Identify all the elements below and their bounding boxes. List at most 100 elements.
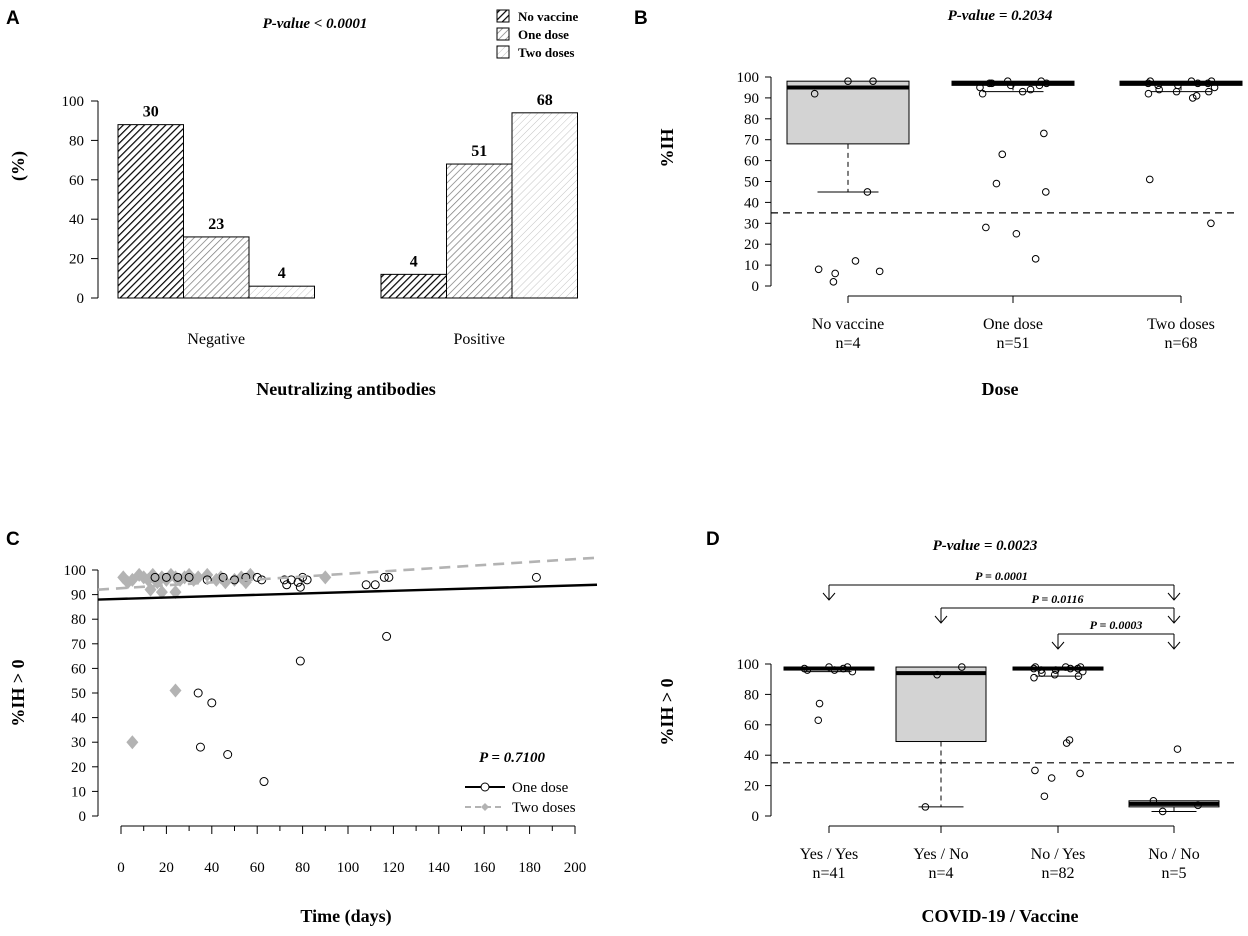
panel-a-category-labels: Negative Positive [187,331,505,348]
d-data-point [1029,664,1038,673]
d-data-point [1062,739,1071,747]
d-y-tick-label: 60 [744,718,759,734]
b-y-tick-label: 0 [752,279,760,295]
a-category-label: Negative [187,331,245,348]
b-data-point [1204,87,1213,96]
b-data-point [1188,94,1197,102]
c-two-dose-point [169,585,182,600]
a-y-tick-label: 20 [69,252,84,268]
d-bracket-arrow [822,592,836,601]
panel-c-pvalue: P = 0.7100 [479,750,545,766]
d-data-point [958,663,966,671]
c-one-dose-point [150,572,160,582]
c-y-tick-label: 50 [71,686,86,702]
panel-a-y-axis: 0 20 40 60 80 100 [62,94,99,307]
b-data-point [1012,229,1021,238]
d-comparison-pvalue: P = 0.0116 [1031,592,1083,606]
c-x-tick-label: 160 [473,860,496,876]
panel-letter-a: A [6,8,20,29]
d-data-point [1194,801,1202,810]
c-x-tick-label: 100 [337,860,360,876]
b-data-point [1194,79,1202,88]
b-group-label: One dose [983,316,1043,333]
c-y-tick-label: 100 [64,563,87,579]
c-one-dose-point [218,572,228,582]
c-one-dose-point [370,580,380,590]
panel-b-y-axis-title: %IH [657,128,677,167]
d-group-n: n=41 [812,865,845,882]
a-legend-swatch [496,45,510,59]
a-legend-swatch [496,9,510,23]
d-data-point [1076,769,1084,778]
c-one-dose-point [193,688,203,698]
d-data-point [1078,667,1087,676]
c-one-dose-point [295,656,305,666]
c-two-dose-point [169,683,182,698]
c-two-dose-point [155,585,168,600]
panel-d-pvalue: P-value = 0.0023 [933,538,1038,554]
c-two-dose-trend [97,556,598,591]
a-y-tick-label: 60 [69,173,84,189]
c-y-tick-label: 80 [71,612,86,628]
b-data-point [814,265,823,274]
b-data-point [1041,188,1050,196]
d-data-point [1158,807,1167,816]
a-bar-count-label: 4 [278,265,286,282]
c-one-dose-point [293,577,303,587]
a-bar-count-label: 51 [471,143,487,160]
a-legend-label: One dose [518,27,569,42]
b-group-n: n=4 [835,335,860,352]
a-bar [446,163,513,299]
c-one-dose-point [382,631,392,641]
b-y-tick-label: 40 [744,195,759,211]
c-y-tick-label: 60 [71,661,86,677]
panel-d-y-axis-title: %IH > 0 [657,678,677,745]
c-legend-marker-one [480,782,490,792]
b-data-point [1031,255,1040,263]
c-x-tick-label: 20 [159,860,174,876]
b-data-point [1144,89,1153,98]
b-y-tick-label: 80 [744,112,759,128]
c-two-dose-point [201,567,214,582]
d-data-point [1037,666,1045,674]
panel-c-scatter-plot: %IH > 0 Time (days) P = 0.7100 0 10 20 30 40… [8,556,598,927]
c-y-tick-label: 70 [71,637,86,653]
d-data-point [1031,663,1040,671]
a-bar [117,124,184,299]
d-data-point [1074,672,1083,680]
b-data-point [1042,79,1051,88]
a-bar-count-label: 23 [208,216,224,233]
b-data-point [1035,81,1044,90]
d-data-point [848,667,857,676]
b-y-tick-label: 70 [744,133,759,149]
d-y-tick-label: 100 [737,657,760,673]
b-y-tick-label: 10 [744,258,759,274]
d-data-point [1040,792,1049,801]
d-data-point [1038,669,1046,677]
b-data-point [1207,219,1215,228]
b-data-point [988,79,996,88]
b-data-point [1026,85,1035,94]
panel-a-bars: 30 23 4 4 51 68 [117,92,578,299]
d-data-point [803,666,812,674]
c-one-dose-point [259,777,269,787]
d-bracket-arrow [1167,641,1181,650]
c-x-tick-label: 180 [518,860,541,876]
c-one-dose-point [207,698,217,708]
c-two-dose-point [244,567,257,582]
d-y-tick-label: 0 [752,809,760,825]
a-legend-label: No vaccine [518,9,579,24]
a-y-tick-label: 0 [77,291,85,307]
c-two-dose-point [319,570,332,585]
c-one-dose-point [279,575,289,585]
b-data-point [992,179,1001,188]
c-one-dose-point [282,580,292,590]
a-bar [511,112,578,299]
b-data-point [1210,83,1219,92]
b-data-point [982,223,990,232]
d-comparison-pvalue: P = 0.0001 [975,569,1028,583]
b-data-point [1145,175,1154,184]
b-data-point [1172,87,1181,96]
panel-c-y-axis-title: %IH > 0 [8,659,28,726]
